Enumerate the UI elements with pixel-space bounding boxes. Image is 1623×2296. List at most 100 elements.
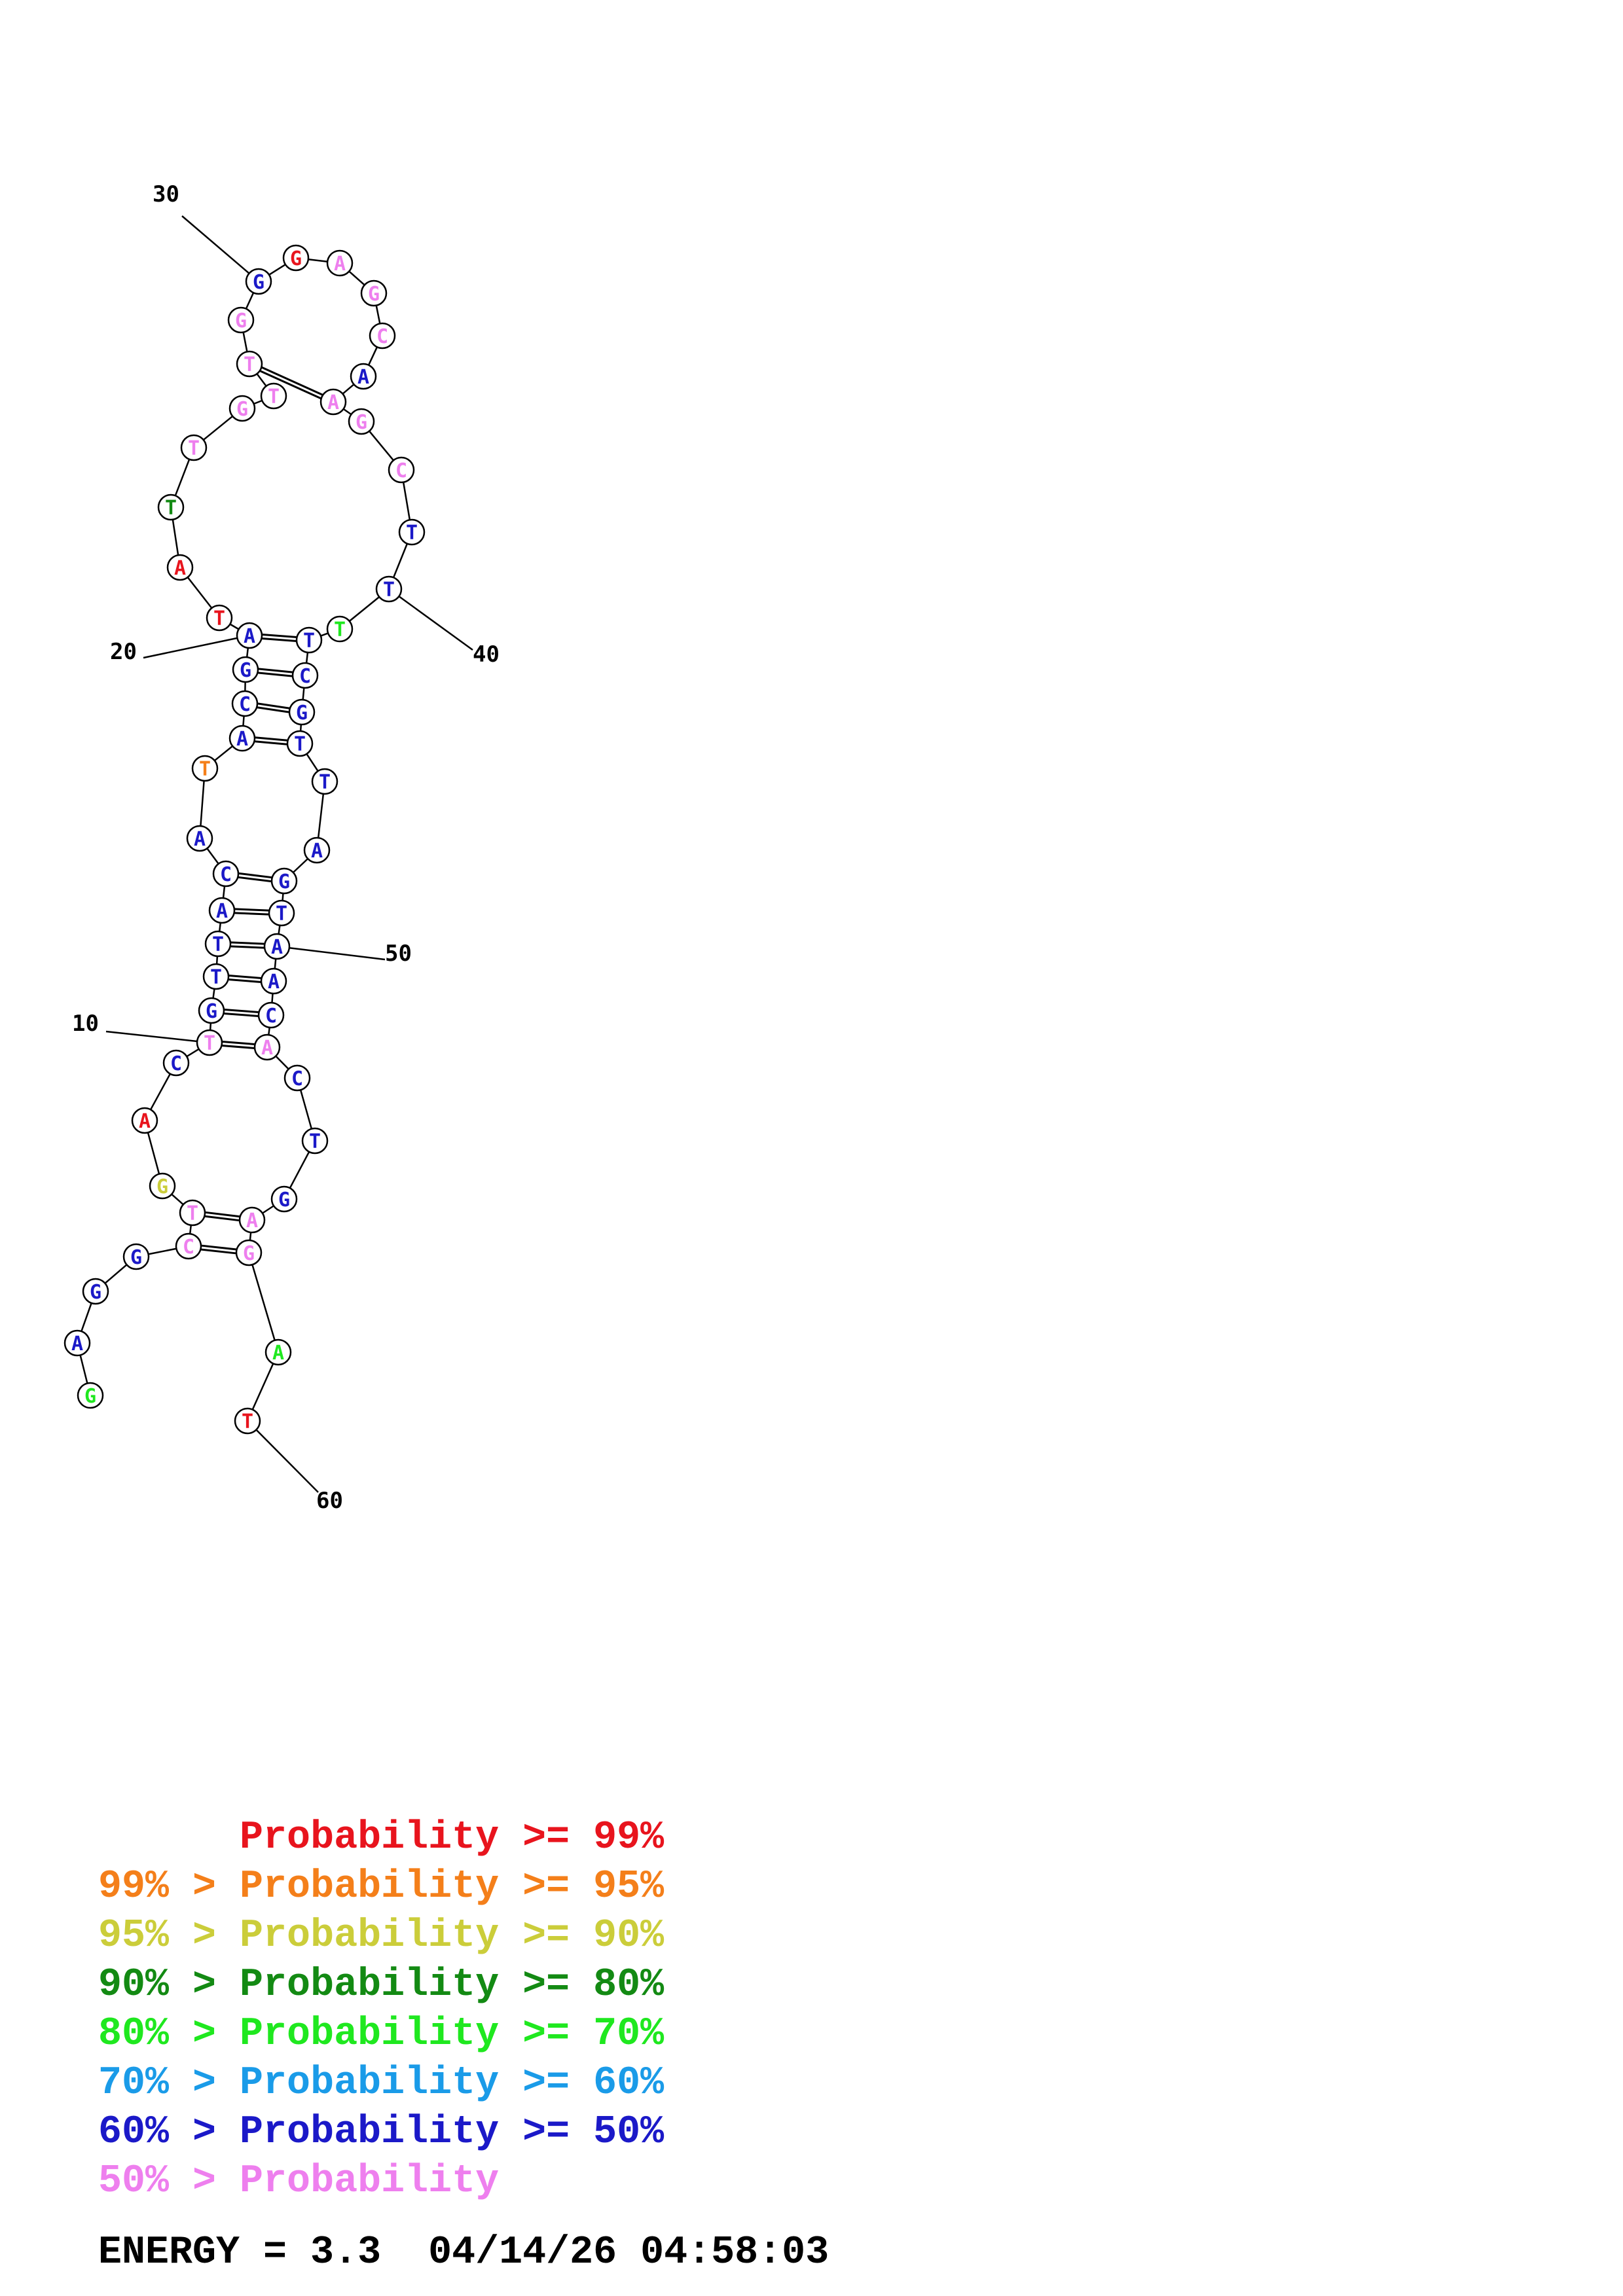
nucleotide-base: A xyxy=(268,971,280,994)
nucleotide-circle xyxy=(260,967,287,995)
backbone-segment xyxy=(104,1264,128,1284)
backbone-segment xyxy=(249,1232,252,1241)
nucleotide-circle xyxy=(360,279,388,307)
backbone-segment xyxy=(251,1363,274,1410)
nucleotide-26: G xyxy=(228,395,256,422)
nucleotide-circle xyxy=(268,899,295,927)
nucleotide-base: T xyxy=(276,903,287,925)
backbone-segment xyxy=(229,623,240,630)
base-pair-bond xyxy=(201,1244,237,1251)
backbone-segment xyxy=(214,745,233,762)
legend-row: 99% > Probability >= 95% xyxy=(98,1867,664,1907)
nucleotide-base: G xyxy=(130,1246,142,1269)
nucleotide-2: A xyxy=(64,1329,91,1357)
nucleotide-circle xyxy=(191,755,219,782)
backbone-segment xyxy=(174,459,191,496)
nucleotide-39: T xyxy=(398,518,426,546)
nucleotide-base: A xyxy=(216,900,228,923)
backbone-segment xyxy=(81,1302,92,1332)
nucleotide-5: C xyxy=(175,1232,202,1260)
nucleotide-base: T xyxy=(213,607,225,630)
nucleotide-28: T xyxy=(236,350,263,378)
nucleotide-24: T xyxy=(157,493,185,521)
base-pair-bond xyxy=(224,1008,259,1014)
backbone-segment xyxy=(256,373,267,387)
legend-prefix: 60% > xyxy=(98,2110,240,2155)
nucleotide-circle xyxy=(350,363,377,390)
nucleotide-circle xyxy=(180,434,208,461)
nucleotide-circle xyxy=(286,730,314,757)
nucleotide-base: T xyxy=(212,933,224,956)
base-pair-bond xyxy=(221,1045,255,1049)
nucleotide-circle xyxy=(270,1185,298,1213)
backbone-segment xyxy=(375,305,381,324)
nucleotide-base: C xyxy=(170,1052,182,1075)
nucleotide-base: T xyxy=(383,579,395,601)
nucleotide-circle xyxy=(288,698,316,726)
nucleotide-circle xyxy=(212,860,240,888)
nucleotide-23: A xyxy=(166,554,194,581)
nucleotide-50: A xyxy=(263,933,291,960)
index-label-30: 30 xyxy=(153,181,179,207)
backbone-segment xyxy=(202,415,234,441)
nucleotide-base: C xyxy=(395,459,407,482)
base-pair-bond xyxy=(234,908,270,912)
nucleotide-base: T xyxy=(210,966,222,989)
nucleotide-base: C xyxy=(183,1236,194,1259)
nucleotide-9: C xyxy=(162,1049,190,1077)
nucleotide-10: T xyxy=(196,1029,223,1056)
base-pair-bond xyxy=(259,370,322,400)
nucleotide-31: G xyxy=(282,244,310,272)
base-pair-bond xyxy=(204,1215,240,1222)
index-tick-30 xyxy=(181,215,250,274)
nucleotide-circle xyxy=(122,1243,150,1270)
backbone-segment xyxy=(187,577,213,609)
index-tick-40 xyxy=(398,596,473,651)
nucleotide-circle xyxy=(206,604,233,632)
nucleotide-circle xyxy=(227,306,255,334)
backbone-segment xyxy=(306,753,319,772)
base-pair-bond xyxy=(255,736,288,742)
nucleotide-base: G xyxy=(296,702,308,725)
backbone-segment xyxy=(289,1151,310,1189)
legend-prefix: 70% > xyxy=(98,2061,240,2106)
legend-row: Probability >= 99% xyxy=(98,1818,664,1857)
nucleotide-7: G xyxy=(149,1172,176,1200)
nucleotide-20: G xyxy=(232,656,259,683)
nucleotide-1: G xyxy=(77,1382,104,1409)
nucleotide-circle xyxy=(303,836,331,864)
backbone-segment xyxy=(251,1264,276,1341)
nucleotide-circle xyxy=(208,897,236,924)
index-tick-50 xyxy=(289,947,386,961)
nucleotide-circle xyxy=(398,518,426,546)
backbone-segment xyxy=(367,346,378,366)
nucleotide-59: A xyxy=(264,1338,292,1366)
nucleotide-circle xyxy=(228,725,256,752)
legend-prefix: 80% > xyxy=(98,2012,240,2056)
nucleotide-51: A xyxy=(260,967,287,995)
backbone-segment xyxy=(246,647,249,658)
nucleotide-circle xyxy=(282,244,310,272)
timestamp: 04/14/26 04:58:03 xyxy=(428,2231,830,2275)
nucleotide-base: C xyxy=(220,863,232,886)
nucleotide-base: C xyxy=(299,665,311,688)
nucleotide-54: C xyxy=(283,1064,311,1092)
base-pair-bond xyxy=(228,975,262,979)
nucleotide-58: G xyxy=(235,1239,263,1266)
nucleotide-base: T xyxy=(319,771,331,794)
nucleotide-circle xyxy=(175,1232,202,1260)
nucleotide-52: C xyxy=(257,1001,285,1029)
nucleotide-4: G xyxy=(122,1243,150,1270)
nucleotide-27: T xyxy=(260,382,287,410)
legend-text: Probability >= 99% xyxy=(240,1816,665,1860)
nucleotide-base: G xyxy=(290,247,302,270)
nucleotide-circle xyxy=(283,1064,311,1092)
nucleotide-base: G xyxy=(240,659,251,682)
legend-text: Probability >= 95% xyxy=(240,1865,665,1909)
backbone-segment xyxy=(172,519,179,556)
index-tick-60 xyxy=(255,1429,319,1493)
base-pair-bond xyxy=(238,872,272,879)
legend-text: Probability >= 70% xyxy=(240,2012,665,2056)
nucleotide-circle xyxy=(77,1382,104,1409)
